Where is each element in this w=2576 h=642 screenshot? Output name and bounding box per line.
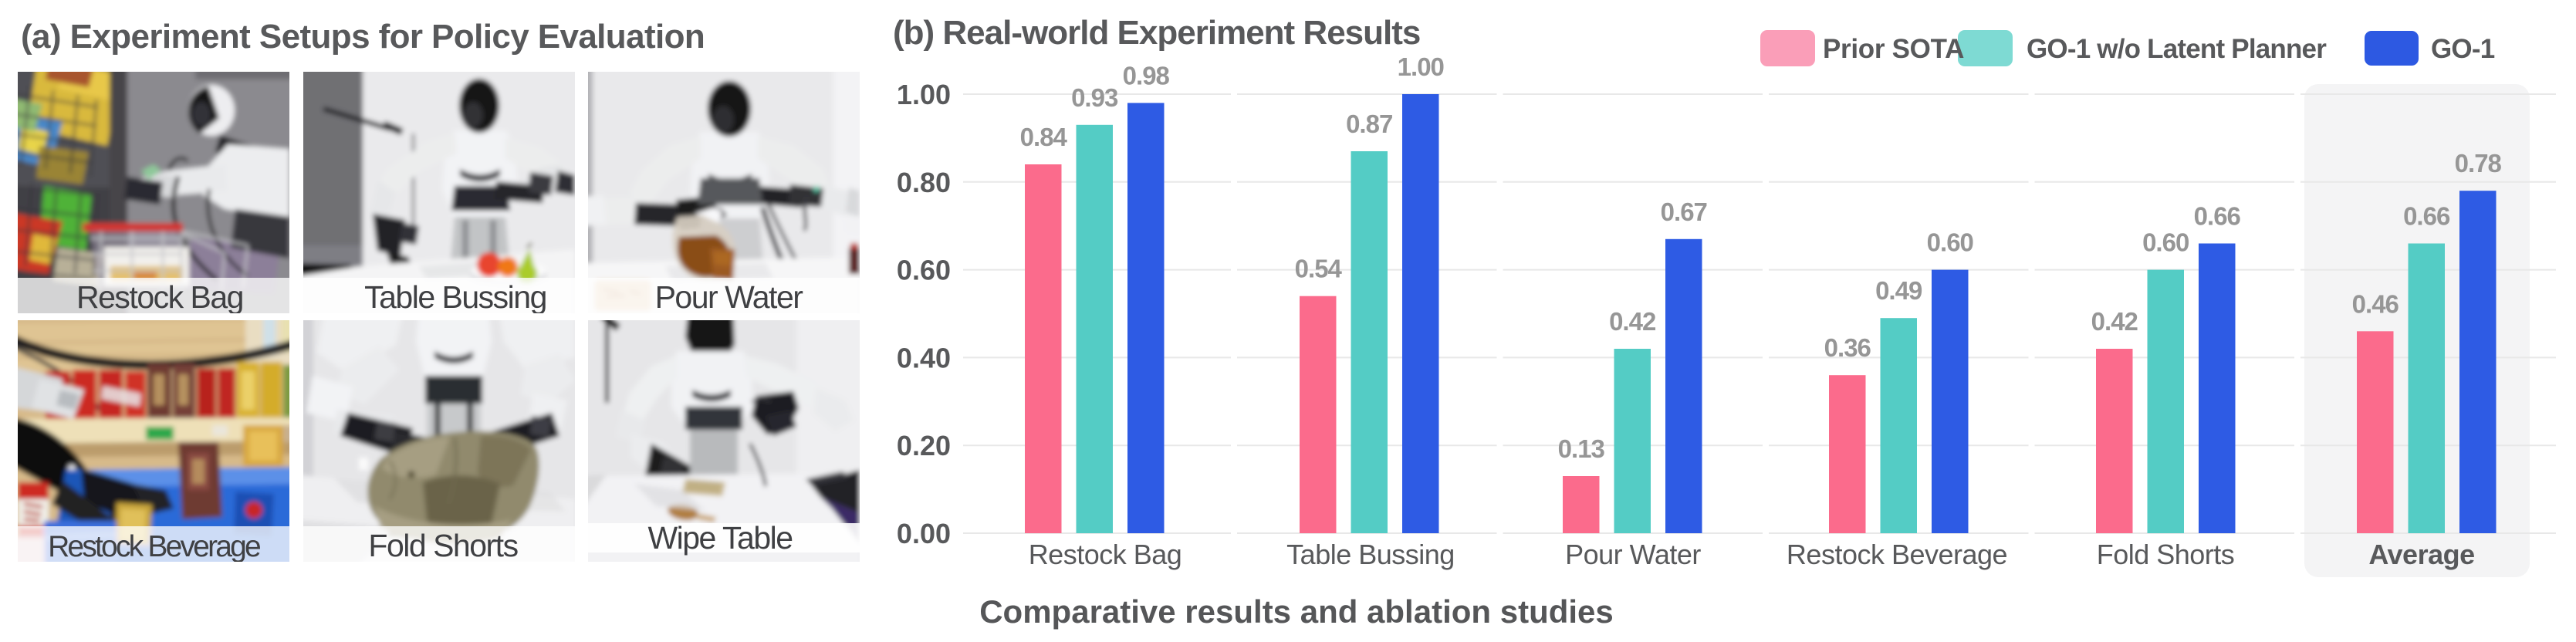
- svg-text:0.54: 0.54: [1295, 255, 1343, 283]
- svg-text:0.80: 0.80: [897, 167, 951, 198]
- svg-text:1.00: 1.00: [1398, 52, 1444, 81]
- svg-text:Comparative results and ablati: Comparative results and ablation studies: [979, 593, 1614, 630]
- svg-text:Prior SOTA: Prior SOTA: [1823, 34, 1964, 64]
- svg-text:0.13: 0.13: [1558, 434, 1605, 463]
- svg-text:Pour Water: Pour Water: [1565, 539, 1701, 570]
- svg-text:0.67: 0.67: [1661, 198, 1707, 226]
- svg-text:0.36: 0.36: [1824, 333, 1871, 362]
- svg-text:0.40: 0.40: [897, 342, 951, 373]
- svg-text:Average: Average: [2368, 539, 2474, 570]
- svg-text:Restock Beverage: Restock Beverage: [1787, 539, 2007, 570]
- svg-text:0.60: 0.60: [2142, 228, 2189, 257]
- svg-text:0.87: 0.87: [1346, 110, 1392, 138]
- svg-text:0.93: 0.93: [1071, 83, 1118, 112]
- svg-text:1.00: 1.00: [897, 79, 951, 110]
- svg-text:0.46: 0.46: [2352, 289, 2399, 318]
- svg-text:Table Bussing: Table Bussing: [1286, 539, 1455, 570]
- svg-text:(a) Experiment Setups for Poli: (a) Experiment Setups for Policy Evaluat…: [21, 18, 705, 56]
- svg-text:0.60: 0.60: [1927, 228, 1973, 257]
- svg-text:0.66: 0.66: [2194, 202, 2241, 231]
- svg-text:0.42: 0.42: [1609, 307, 1656, 336]
- svg-text:0.98: 0.98: [1123, 61, 1170, 90]
- svg-text:Restock Bag: Restock Bag: [76, 279, 243, 315]
- svg-text:0.00: 0.00: [897, 518, 951, 549]
- svg-text:Pour Water: Pour Water: [655, 279, 803, 315]
- svg-text:0.60: 0.60: [897, 255, 951, 286]
- svg-text:Table Bussing: Table Bussing: [364, 279, 546, 315]
- svg-text:Restock Bag: Restock Bag: [1029, 539, 1182, 570]
- svg-text:Fold Shorts: Fold Shorts: [2097, 539, 2235, 570]
- svg-text:(b) Real-world Experiment Resu: (b) Real-world Experiment Results: [893, 14, 1420, 52]
- svg-text:0.84: 0.84: [1020, 123, 1068, 151]
- svg-text:GO-1: GO-1: [2431, 34, 2495, 64]
- svg-text:0.42: 0.42: [2091, 307, 2138, 336]
- svg-text:0.78: 0.78: [2455, 149, 2502, 177]
- svg-text:0.20: 0.20: [897, 430, 951, 461]
- svg-text:0.49: 0.49: [1875, 276, 1922, 305]
- svg-text:Restock Beverage: Restock Beverage: [48, 530, 260, 563]
- svg-text:0.66: 0.66: [2403, 202, 2450, 231]
- svg-text:Fold Shorts: Fold Shorts: [368, 528, 518, 563]
- svg-text:Wipe Table: Wipe Table: [647, 520, 792, 556]
- svg-text:GO-1 w/o Latent Planner: GO-1 w/o Latent Planner: [2027, 34, 2327, 64]
